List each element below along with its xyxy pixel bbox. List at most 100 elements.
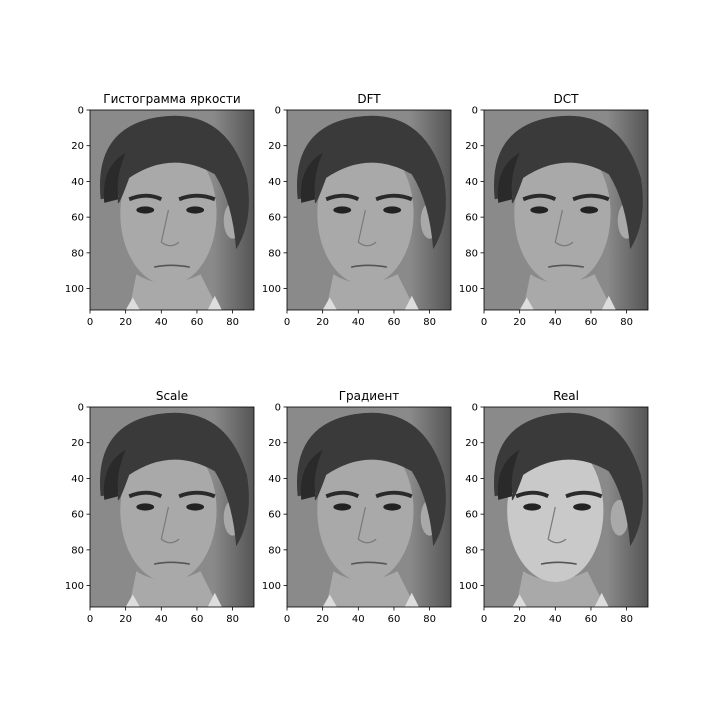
subplot-5: Градиент 0 20 40 60 80 0 20 40 60 80 100	[262, 389, 452, 625]
mouth	[351, 561, 387, 565]
y-tick-label: 60	[71, 510, 84, 521]
y-tick-label: 0	[472, 403, 478, 414]
y-tick-label: 40	[268, 177, 281, 188]
y-tick-label: 40	[71, 177, 84, 188]
y-tick-label: 80	[268, 545, 281, 556]
y-tick-label: 20	[268, 141, 281, 152]
shirt-collar-right	[207, 295, 222, 310]
shirt-collar-right	[404, 592, 419, 607]
y-tick-label: 40	[71, 474, 84, 485]
x-tick-label: 20	[513, 317, 526, 328]
left-eyebrow	[325, 193, 360, 202]
y-tick-label: 60	[465, 213, 478, 224]
axes-frame	[483, 406, 649, 608]
left-eye	[136, 503, 155, 511]
left-eyebrow	[128, 490, 163, 499]
right-eyebrow	[572, 193, 610, 202]
mouth	[548, 264, 584, 268]
y-tick-label: 20	[71, 141, 84, 152]
right-eyebrow	[375, 490, 413, 499]
y-tick-label: 40	[465, 474, 478, 485]
subplot-title: DCT	[554, 92, 580, 106]
y-tick-label: 100	[459, 581, 478, 592]
shirt-collar-right	[601, 295, 616, 310]
y-tick-label: 20	[465, 438, 478, 449]
subplot-title: Гистограмма яркости	[103, 92, 240, 106]
shirt-collar-left	[322, 594, 337, 607]
axes-frame	[89, 109, 255, 311]
mouth	[154, 561, 190, 565]
shirt-collar-left	[125, 594, 140, 607]
left-eyebrow	[515, 490, 550, 499]
left-eye	[523, 503, 542, 511]
y-tick-label: 80	[71, 545, 84, 556]
subplot-title: Scale	[156, 389, 188, 403]
y-tick-label: 100	[65, 581, 84, 592]
x-tick-label: 0	[481, 614, 487, 625]
neck-shape	[129, 274, 219, 310]
shirt-collar-left	[519, 297, 534, 310]
x-tick-label: 80	[226, 317, 239, 328]
right-eye	[186, 503, 205, 511]
hair	[99, 412, 249, 547]
left-eye	[530, 206, 549, 214]
hair-curl	[103, 449, 126, 500]
y-tick-label: 100	[459, 284, 478, 295]
y-tick-label: 60	[465, 510, 478, 521]
ear	[610, 499, 629, 536]
y-tick-label: 60	[71, 213, 84, 224]
neck-shape	[326, 274, 416, 310]
y-tick-label: 100	[65, 284, 84, 295]
x-tick-label: 60	[191, 317, 204, 328]
hair	[99, 115, 249, 250]
x-tick-label: 0	[284, 317, 290, 328]
face-image	[484, 407, 648, 607]
shirt-collar-left	[322, 297, 337, 310]
y-tick-label: 60	[268, 510, 281, 521]
face-skin	[120, 142, 217, 285]
y-tick-label: 80	[465, 248, 478, 259]
left-eyebrow	[128, 193, 163, 202]
shirt-collar-left	[512, 594, 527, 607]
nose	[554, 209, 574, 247]
y-tick-label: 0	[275, 403, 281, 414]
right-eye	[573, 503, 591, 511]
hair	[296, 412, 446, 547]
y-tick-label: 80	[465, 545, 478, 556]
y-tick-label: 20	[465, 141, 478, 152]
x-tick-label: 20	[316, 317, 329, 328]
nose	[547, 506, 567, 544]
nose	[160, 506, 180, 544]
mouth	[540, 561, 577, 565]
x-tick-label: 40	[155, 317, 168, 328]
x-tick-label: 0	[87, 614, 93, 625]
subplot-title: Real	[553, 389, 579, 403]
mouth	[351, 264, 387, 268]
y-tick-label: 100	[262, 581, 281, 592]
right-eyebrow	[565, 490, 603, 499]
y-tick-label: 0	[472, 106, 478, 117]
y-tick-label: 80	[71, 248, 84, 259]
face-image	[484, 110, 648, 310]
y-tick-label: 60	[268, 213, 281, 224]
y-tick-label: 0	[78, 106, 84, 117]
face-image	[287, 110, 451, 310]
subplot-6: Real 0 20 40 60 80 0 20 40 60 80 100	[459, 389, 649, 625]
x-tick-label: 40	[549, 317, 562, 328]
y-tick-label: 80	[268, 248, 281, 259]
shirt-collar-right	[207, 592, 222, 607]
right-eye	[383, 503, 402, 511]
x-tick-label: 80	[423, 614, 436, 625]
face-skin	[317, 439, 414, 582]
x-tick-label: 20	[316, 614, 329, 625]
mouth	[154, 264, 190, 268]
subplot-title: DFT	[357, 92, 381, 106]
left-eye	[136, 206, 155, 214]
x-tick-label: 20	[513, 614, 526, 625]
right-eyebrow	[178, 490, 216, 499]
x-tick-label: 80	[423, 317, 436, 328]
neck-shape	[326, 571, 416, 607]
left-eye	[333, 206, 352, 214]
x-tick-label: 60	[388, 614, 401, 625]
